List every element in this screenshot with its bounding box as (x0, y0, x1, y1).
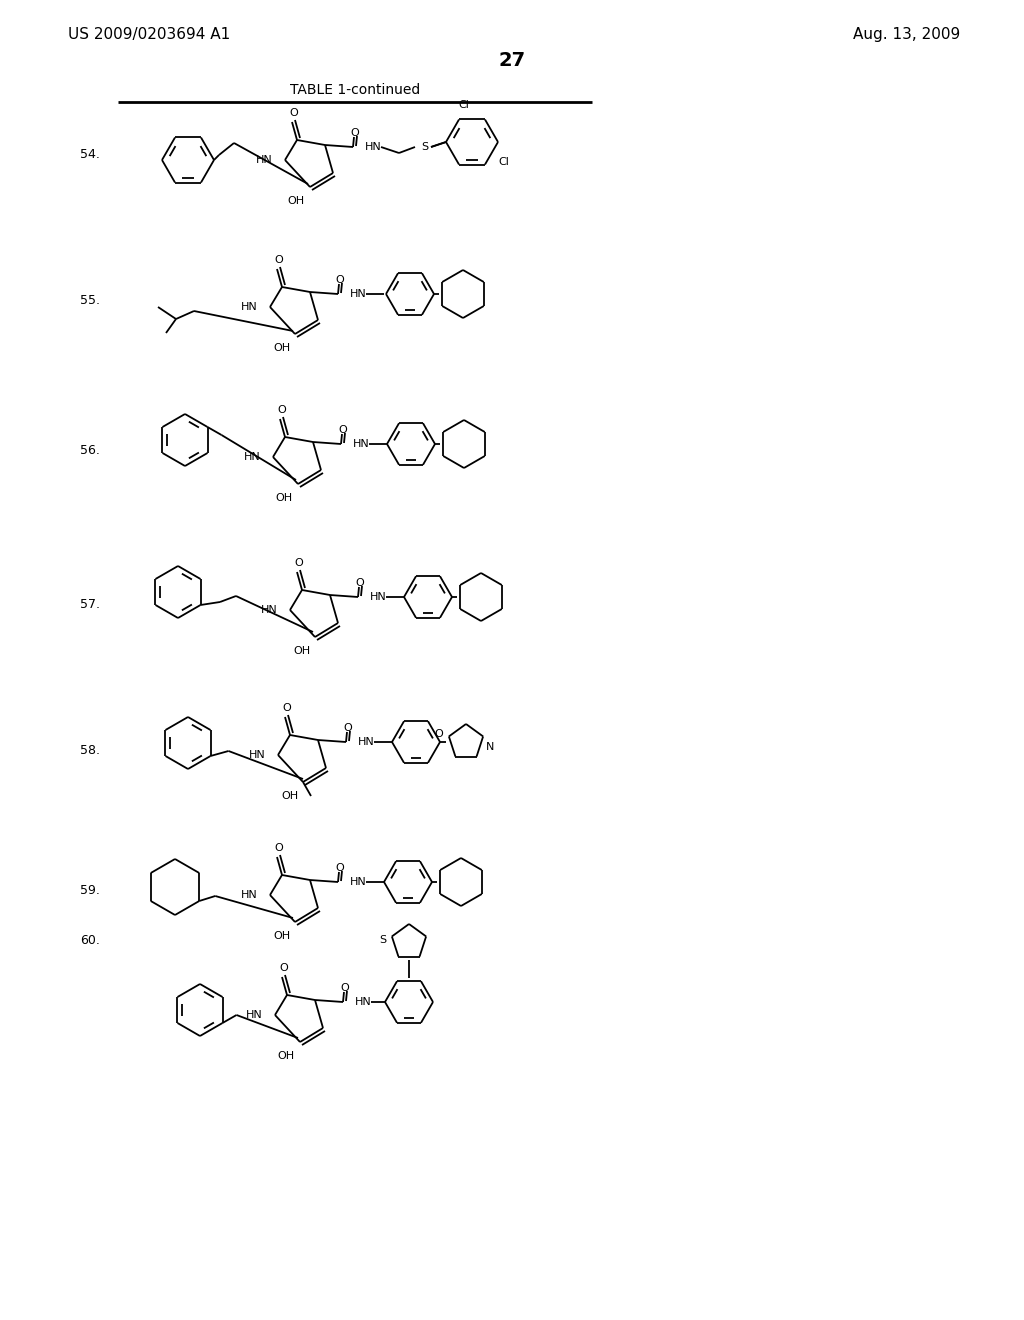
Text: HN: HN (242, 890, 258, 900)
Text: O: O (344, 723, 352, 733)
Text: OH: OH (272, 931, 290, 941)
Text: 59.: 59. (80, 883, 100, 896)
Text: HN: HN (353, 440, 370, 449)
Text: 27: 27 (499, 50, 525, 70)
Text: 56.: 56. (80, 444, 100, 457)
Text: O: O (295, 558, 303, 568)
Text: Cl: Cl (498, 157, 509, 168)
Text: O: O (280, 964, 289, 973)
Text: O: O (274, 255, 284, 265)
Text: O: O (341, 983, 349, 993)
Text: O: O (278, 405, 287, 414)
Text: HN: HN (249, 750, 266, 760)
Text: OH: OH (278, 1051, 295, 1061)
Text: O: O (355, 578, 365, 587)
Text: 57.: 57. (80, 598, 100, 611)
Text: O: O (339, 425, 347, 436)
Text: HN: HN (242, 302, 258, 312)
Text: HN: HN (355, 997, 372, 1007)
Text: HN: HN (256, 154, 273, 165)
Text: HN: HN (246, 1010, 263, 1020)
Text: Aug. 13, 2009: Aug. 13, 2009 (853, 28, 961, 42)
Text: 60.: 60. (80, 933, 100, 946)
Text: Cl: Cl (459, 100, 469, 110)
Text: S: S (422, 143, 429, 152)
Text: HN: HN (370, 591, 387, 602)
Text: S: S (379, 935, 386, 945)
Text: OH: OH (272, 343, 290, 352)
Text: OH: OH (288, 195, 305, 206)
Text: TABLE 1-continued: TABLE 1-continued (290, 83, 420, 96)
Text: HN: HN (350, 876, 367, 887)
Text: OH: OH (281, 791, 298, 801)
Text: HN: HN (358, 737, 375, 747)
Text: O: O (336, 863, 344, 873)
Text: 58.: 58. (80, 743, 100, 756)
Text: OH: OH (293, 645, 310, 656)
Text: O: O (434, 729, 443, 739)
Text: US 2009/0203694 A1: US 2009/0203694 A1 (68, 28, 230, 42)
Text: O: O (283, 704, 292, 713)
Text: N: N (486, 742, 495, 752)
Text: HN: HN (365, 143, 382, 152)
Text: O: O (290, 108, 298, 117)
Text: O: O (274, 843, 284, 853)
Text: O: O (336, 275, 344, 285)
Text: HN: HN (245, 451, 261, 462)
Text: 55.: 55. (80, 293, 100, 306)
Text: HN: HN (350, 289, 367, 300)
Text: O: O (350, 128, 359, 139)
Text: 54.: 54. (80, 149, 100, 161)
Text: OH: OH (275, 492, 293, 503)
Text: HN: HN (261, 605, 278, 615)
